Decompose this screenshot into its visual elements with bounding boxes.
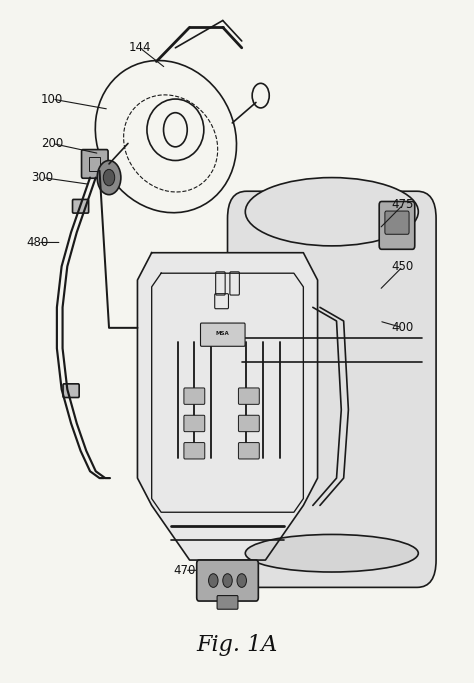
Text: 475: 475 <box>392 198 414 212</box>
Circle shape <box>237 574 246 587</box>
FancyBboxPatch shape <box>385 211 409 234</box>
FancyBboxPatch shape <box>238 388 259 404</box>
FancyBboxPatch shape <box>197 560 258 601</box>
Text: 400: 400 <box>392 321 414 335</box>
FancyBboxPatch shape <box>379 201 415 249</box>
Text: 450: 450 <box>392 260 414 273</box>
Circle shape <box>223 574 232 587</box>
Text: 200: 200 <box>41 137 63 150</box>
FancyBboxPatch shape <box>238 415 259 432</box>
FancyBboxPatch shape <box>73 199 89 213</box>
FancyBboxPatch shape <box>184 388 205 404</box>
Circle shape <box>97 161 121 195</box>
Circle shape <box>103 169 115 186</box>
FancyBboxPatch shape <box>238 443 259 459</box>
FancyBboxPatch shape <box>217 596 238 609</box>
FancyBboxPatch shape <box>63 384 79 398</box>
Text: 300: 300 <box>32 171 54 184</box>
FancyBboxPatch shape <box>228 191 436 587</box>
FancyBboxPatch shape <box>184 443 205 459</box>
FancyBboxPatch shape <box>184 415 205 432</box>
Ellipse shape <box>245 534 418 572</box>
Bar <box>89 157 100 171</box>
Text: 100: 100 <box>41 92 63 106</box>
FancyBboxPatch shape <box>201 323 245 346</box>
Text: 144: 144 <box>128 41 151 55</box>
Ellipse shape <box>245 178 418 246</box>
Text: 470: 470 <box>173 563 196 577</box>
Circle shape <box>209 574 218 587</box>
Text: Fig. 1A: Fig. 1A <box>196 634 278 656</box>
Polygon shape <box>137 253 318 560</box>
Text: 480: 480 <box>27 236 49 249</box>
Text: MSA: MSA <box>216 331 230 337</box>
FancyBboxPatch shape <box>82 150 108 178</box>
